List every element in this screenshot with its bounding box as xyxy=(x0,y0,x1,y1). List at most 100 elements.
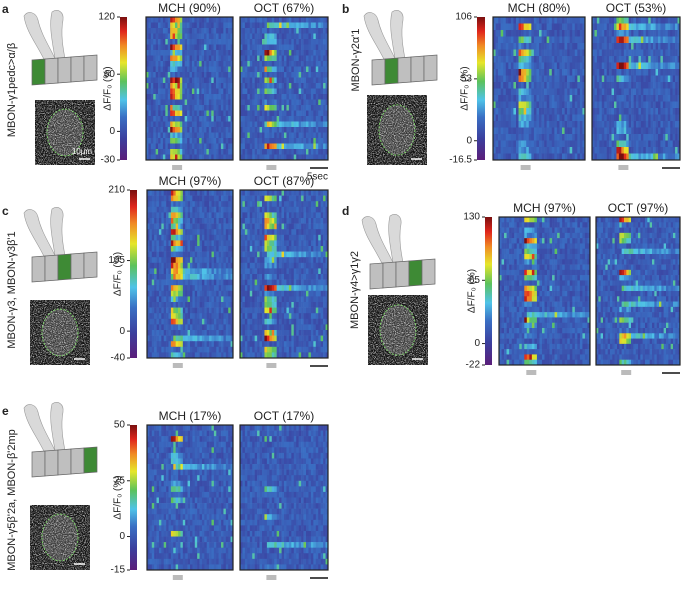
heatmap-cell xyxy=(643,108,647,115)
heatmap-cell xyxy=(495,62,499,70)
heatmap-cell xyxy=(315,110,319,117)
heatmap-cell xyxy=(609,82,612,89)
heatmap-cell xyxy=(536,127,540,135)
heatmap-cell xyxy=(162,149,166,155)
heatmap-cell xyxy=(653,88,656,96)
heatmap-cell xyxy=(199,61,202,67)
heatmap-cell xyxy=(633,82,637,89)
heatmap-cell xyxy=(242,201,246,208)
heatmap-cell xyxy=(498,30,501,37)
heatmap-cell xyxy=(204,313,208,320)
heatmap-cell xyxy=(242,22,246,29)
heatmap-cell xyxy=(672,134,676,141)
heatmap-cell xyxy=(170,44,173,51)
heatmap-cell xyxy=(196,149,200,155)
heatmap-cell xyxy=(592,114,595,122)
heatmap-cell xyxy=(579,153,583,161)
heatmap-cell xyxy=(162,17,166,23)
heatmap-cell xyxy=(209,296,212,303)
heatmap-cell xyxy=(252,143,255,150)
heatmap-cell xyxy=(303,94,307,100)
heatmap-cell xyxy=(293,206,297,213)
heatmap-cell xyxy=(572,101,576,109)
heatmap-cell xyxy=(569,95,573,102)
heatmap-cell xyxy=(259,50,263,56)
heatmap-cell xyxy=(640,147,644,154)
heatmap-cell xyxy=(163,201,167,208)
heatmap-cell xyxy=(201,77,205,84)
heatmap-cell xyxy=(262,22,265,29)
heatmap-cell xyxy=(180,302,184,308)
heatmap-cell xyxy=(325,234,329,241)
heatmap-cell xyxy=(523,49,527,57)
heatmap-cell xyxy=(315,50,319,56)
heatmap-cell xyxy=(296,72,299,78)
heatmap-cell xyxy=(606,36,610,44)
heatmap-cell xyxy=(223,296,227,303)
heatmap-cell xyxy=(249,77,253,84)
heatmap-cell xyxy=(636,95,639,102)
heatmap-cell xyxy=(151,262,155,269)
heatmap-cell xyxy=(173,324,176,331)
heatmap-cell xyxy=(160,55,164,62)
heatmap-cell xyxy=(179,149,183,155)
heatmap-cell xyxy=(228,132,231,139)
heatmap-cell xyxy=(281,234,285,241)
heatmap-cell xyxy=(318,121,321,128)
heatmap-cell xyxy=(223,218,227,224)
heatmap-cell xyxy=(221,324,224,331)
heatmap-cell xyxy=(658,114,661,122)
heatmap-cell xyxy=(269,206,273,213)
heatmap-cell xyxy=(313,132,317,139)
heatmap-cell xyxy=(199,138,202,144)
heatmap-cell xyxy=(274,195,277,202)
heatmap-cell xyxy=(301,83,304,89)
heatmap-cell xyxy=(161,274,165,280)
heatmap-cell xyxy=(288,127,292,133)
heatmap-cell xyxy=(158,127,161,133)
heatmap-cell xyxy=(247,83,251,89)
heatmap-cell xyxy=(670,147,673,154)
heatmap-cell xyxy=(323,33,326,40)
heatmap-cell xyxy=(559,82,563,89)
heatmap-cell xyxy=(262,234,265,241)
heatmap-cell xyxy=(247,28,251,34)
heatmap-cell xyxy=(225,229,229,236)
heatmap-cell xyxy=(325,44,329,51)
heatmap-cell xyxy=(618,134,622,141)
heatmap-cell xyxy=(165,110,169,117)
heatmap-cell xyxy=(562,127,565,135)
heatmap-cell xyxy=(155,88,159,95)
heatmap-cell xyxy=(559,30,563,37)
heatmap-cell xyxy=(172,72,176,78)
heatmap-cell xyxy=(665,121,669,128)
neuron-name: MBON-γ2α'1 xyxy=(350,29,362,92)
heatmap-cell xyxy=(197,341,200,348)
heatmap-cell xyxy=(296,143,299,150)
heatmap-cell xyxy=(249,154,253,161)
heatmap-cell xyxy=(325,143,329,150)
heatmap-cell xyxy=(155,28,159,34)
heatmap-cell xyxy=(296,206,299,213)
heatmap-cell xyxy=(592,121,595,128)
heatmap-cell xyxy=(269,66,273,73)
heatmap-cell xyxy=(621,62,625,70)
heatmap-cell xyxy=(197,195,200,202)
heatmap-cell xyxy=(618,95,622,102)
heatmap-cell xyxy=(293,105,297,111)
heatmap-cell xyxy=(201,274,205,280)
heatmap-cell xyxy=(505,23,509,31)
heatmap-cell xyxy=(495,147,499,154)
heatmap-cell xyxy=(325,240,329,247)
heatmap-cell xyxy=(150,61,154,67)
heatmap-cell xyxy=(201,352,205,359)
heatmap-cell xyxy=(650,30,654,37)
heatmap-cell xyxy=(252,206,255,213)
heatmap-cell xyxy=(281,121,285,128)
heatmap-cell xyxy=(291,154,295,161)
heatmap-cell xyxy=(225,257,229,264)
heatmap-cell xyxy=(259,39,263,45)
heatmap-cell xyxy=(158,66,161,73)
heatmap-cell xyxy=(572,147,576,154)
heatmap-cell xyxy=(220,127,224,133)
